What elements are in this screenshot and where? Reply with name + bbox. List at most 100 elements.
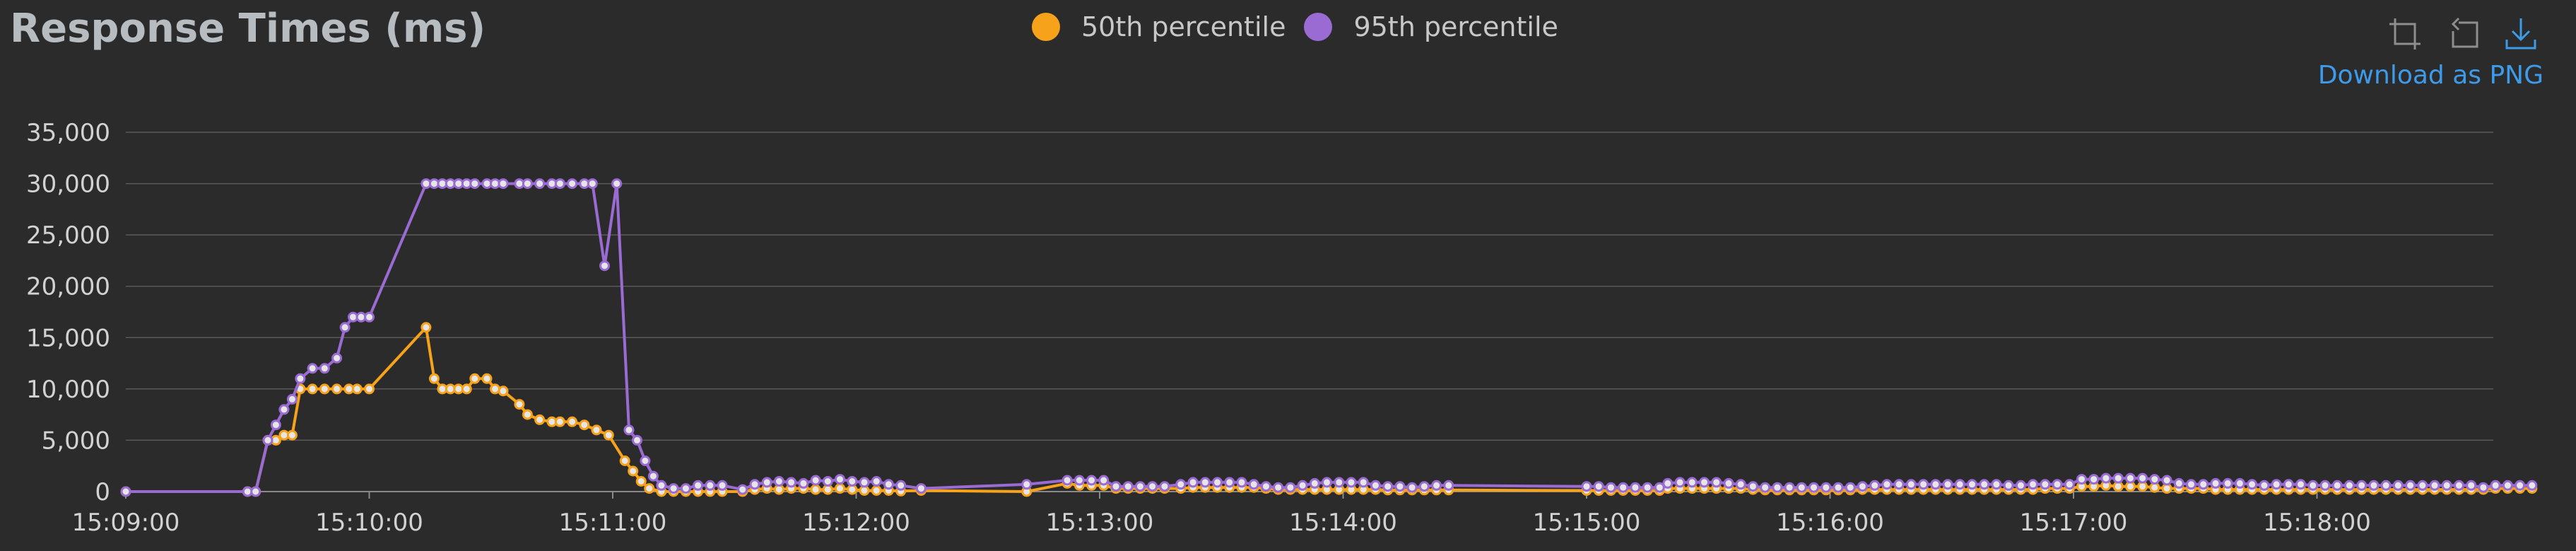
data-point[interactable]	[2466, 480, 2477, 491]
data-point[interactable]	[2015, 480, 2026, 491]
data-point[interactable]	[749, 479, 760, 490]
data-point[interactable]	[603, 429, 614, 441]
data-point[interactable]	[1845, 482, 1856, 493]
data-point[interactable]	[1772, 482, 1783, 493]
data-point[interactable]	[2173, 477, 2184, 489]
data-point[interactable]	[2502, 480, 2513, 491]
data-point[interactable]	[2441, 480, 2452, 491]
data-point[interactable]	[1021, 479, 1033, 490]
data-point[interactable]	[1418, 481, 1430, 492]
data-point[interactable]	[567, 416, 578, 427]
data-point[interactable]	[2515, 480, 2526, 491]
data-point[interactable]	[2331, 480, 2343, 491]
data-point[interactable]	[498, 178, 509, 190]
data-point[interactable]	[1334, 477, 1345, 488]
data-point[interactable]	[737, 484, 748, 495]
reset-icon[interactable]	[2446, 16, 2483, 52]
crop-icon[interactable]	[2387, 16, 2423, 52]
data-point[interactable]	[587, 178, 598, 190]
data-point[interactable]	[1581, 481, 1592, 492]
data-point[interactable]	[680, 483, 691, 494]
data-point[interactable]	[1248, 479, 1259, 490]
data-point[interactable]	[2052, 479, 2063, 490]
data-point[interactable]	[1224, 477, 1235, 488]
data-point[interactable]	[420, 322, 432, 333]
data-point[interactable]	[1322, 477, 1332, 488]
data-point[interactable]	[895, 480, 907, 491]
data-point[interactable]	[579, 419, 590, 431]
data-point[interactable]	[1122, 481, 1134, 492]
data-point[interactable]	[1674, 477, 1686, 488]
data-point[interactable]	[567, 178, 578, 190]
data-point[interactable]	[1273, 482, 1284, 493]
data-point[interactable]	[498, 385, 509, 397]
data-point[interactable]	[1358, 477, 1369, 488]
data-point[interactable]	[1175, 479, 1187, 490]
data-point[interactable]	[514, 399, 525, 410]
data-point[interactable]	[1061, 475, 1073, 486]
data-point[interactable]	[2490, 480, 2501, 491]
data-point[interactable]	[2319, 480, 2331, 491]
data-point[interactable]	[1394, 481, 1406, 492]
data-point[interactable]	[331, 352, 343, 364]
data-point[interactable]	[1881, 479, 1893, 490]
data-point[interactable]	[1942, 479, 1953, 490]
data-point[interactable]	[1833, 482, 1844, 493]
data-point[interactable]	[1212, 477, 1223, 488]
data-point[interactable]	[2343, 480, 2355, 491]
data-point[interactable]	[270, 419, 281, 431]
data-point[interactable]	[554, 178, 565, 190]
data-point[interactable]	[798, 477, 809, 489]
data-point[interactable]	[2003, 480, 2014, 491]
data-point[interactable]	[705, 480, 716, 491]
data-point[interactable]	[761, 477, 772, 488]
data-point[interactable]	[307, 383, 318, 395]
data-point[interactable]	[2429, 480, 2440, 491]
data-point[interactable]	[628, 465, 639, 477]
data-point[interactable]	[1796, 482, 1807, 493]
data-point[interactable]	[1930, 479, 1941, 490]
data-point[interactable]	[810, 475, 821, 486]
data-point[interactable]	[599, 260, 610, 272]
data-point[interactable]	[2137, 472, 2148, 484]
data-point[interactable]	[364, 311, 375, 323]
data-point[interactable]	[2405, 480, 2416, 491]
data-point[interactable]	[2527, 480, 2538, 491]
data-point[interactable]	[871, 476, 882, 487]
data-point[interactable]	[1662, 477, 1674, 489]
data-point[interactable]	[1618, 482, 1629, 493]
data-point[interactable]	[1199, 477, 1211, 488]
data-point[interactable]	[2064, 479, 2075, 490]
data-point[interactable]	[2186, 479, 2196, 490]
data-point[interactable]	[2247, 479, 2258, 490]
data-point[interactable]	[1406, 482, 1418, 493]
data-point[interactable]	[668, 483, 679, 494]
data-point[interactable]	[120, 486, 131, 497]
data-point[interactable]	[1954, 479, 1965, 490]
data-point[interactable]	[786, 477, 797, 488]
data-point[interactable]	[295, 373, 306, 384]
data-point[interactable]	[278, 404, 290, 415]
data-point[interactable]	[1784, 482, 1795, 493]
data-point[interactable]	[1686, 477, 1698, 488]
data-point[interactable]	[1187, 477, 1199, 488]
data-point[interactable]	[1134, 481, 1146, 492]
data-point[interactable]	[2392, 480, 2404, 491]
download-png-link[interactable]: Download as PNG	[2317, 61, 2543, 90]
data-point[interactable]	[835, 474, 845, 485]
data-point[interactable]	[915, 483, 927, 494]
data-point[interactable]	[250, 486, 261, 497]
data-point[interactable]	[810, 484, 821, 495]
data-point[interactable]	[1382, 481, 1394, 492]
data-point[interactable]	[319, 363, 330, 374]
data-point[interactable]	[469, 178, 481, 190]
data-point[interactable]	[859, 477, 870, 488]
data-point[interactable]	[1967, 479, 1977, 490]
data-point[interactable]	[1086, 475, 1097, 486]
data-point[interactable]	[693, 480, 704, 491]
data-point[interactable]	[2283, 479, 2294, 490]
data-point[interactable]	[351, 383, 363, 395]
data-point[interactable]	[522, 178, 533, 190]
data-point[interactable]	[481, 373, 493, 384]
data-point[interactable]	[822, 476, 833, 487]
